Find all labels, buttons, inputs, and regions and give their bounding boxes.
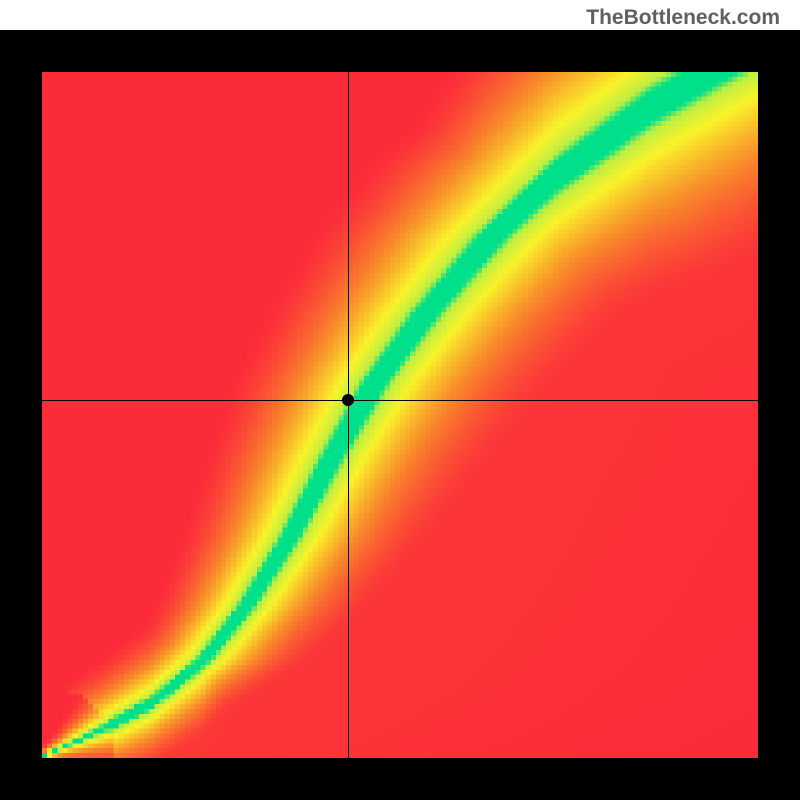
watermark-text: TheBottleneck.com [586, 6, 780, 30]
crosshair-vertical [348, 72, 349, 758]
crosshair-horizontal [42, 400, 758, 401]
data-point [342, 394, 354, 406]
chart-container: TheBottleneck.com [0, 0, 800, 800]
heatmap-canvas [42, 72, 758, 758]
